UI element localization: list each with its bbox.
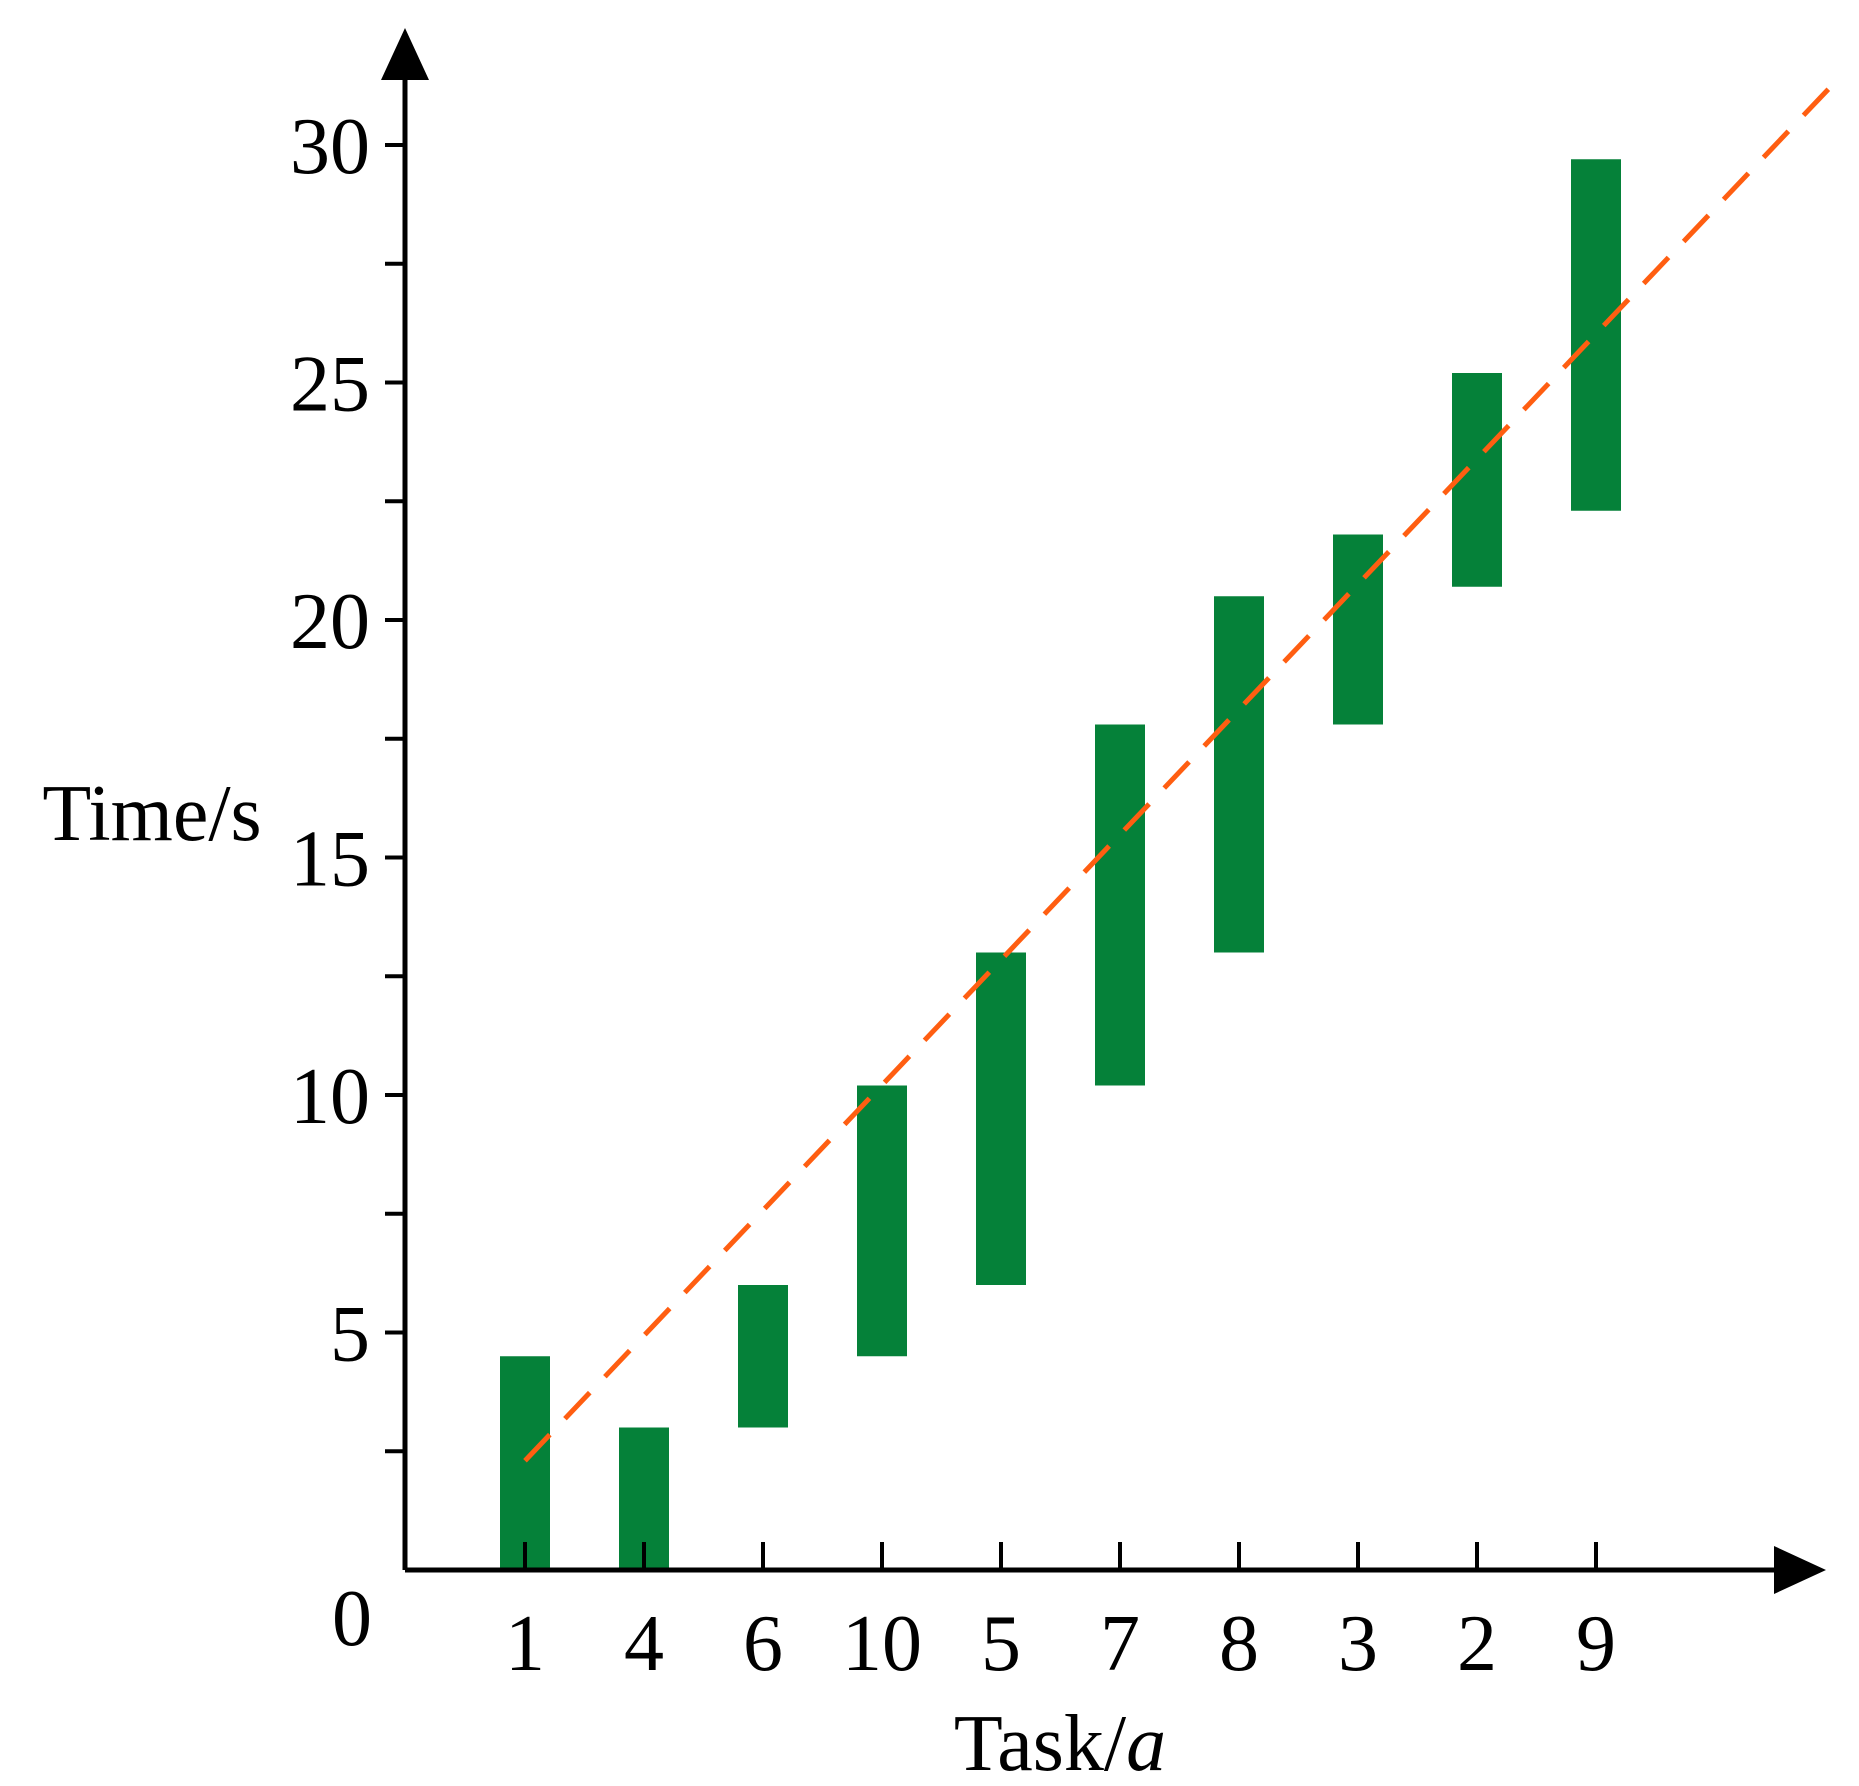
bar-task-5 [976, 952, 1026, 1285]
bars-group [500, 159, 1621, 1570]
x-tick-label-1: 1 [505, 1600, 545, 1688]
x-tick-label-6: 6 [743, 1600, 783, 1688]
y-tick-label-5: 5 [330, 1291, 370, 1379]
y-ticks-group: 5 10 15 20 25 30 [290, 103, 405, 1454]
origin-label: 0 [332, 1575, 372, 1663]
bar-task-6 [738, 1285, 788, 1428]
bar-task-1 [500, 1356, 550, 1570]
bar-task-9 [1571, 159, 1621, 511]
x-tick-label-7: 7 [1100, 1600, 1140, 1688]
x-ticks-group: 1 4 6 10 5 7 8 3 2 9 [505, 1542, 1616, 1688]
y-tick-label-20: 20 [290, 578, 370, 666]
y-tick-label-30: 30 [290, 103, 370, 191]
x-tick-label-3: 3 [1338, 1600, 1378, 1688]
x-tick-label-9: 9 [1576, 1600, 1616, 1688]
x-axis-title: Task/a [954, 1700, 1166, 1786]
x-tick-label-10: 10 [842, 1600, 922, 1688]
trend-line-group [523, 81, 1836, 1463]
bar-task-10 [857, 1085, 907, 1357]
x-tick-label-2: 2 [1457, 1600, 1497, 1688]
y-axis-title: Time/s [42, 770, 261, 858]
x-tick-label-4: 4 [624, 1600, 664, 1688]
y-axis-arrow [381, 28, 429, 80]
x-axis-title-main: Task/ [954, 1700, 1127, 1786]
y-tick-label-10: 10 [290, 1053, 370, 1141]
x-tick-label-5: 5 [981, 1600, 1021, 1688]
y-tick-label-15: 15 [290, 816, 370, 904]
bar-task-8 [1214, 596, 1264, 953]
x-axis-arrow [1774, 1546, 1826, 1594]
trend-line [523, 81, 1836, 1463]
x-axis-title-italic: a [1126, 1700, 1166, 1786]
y-tick-label-25: 25 [290, 341, 370, 429]
x-tick-label-8: 8 [1219, 1600, 1259, 1688]
bar-task-7 [1095, 724, 1145, 1086]
